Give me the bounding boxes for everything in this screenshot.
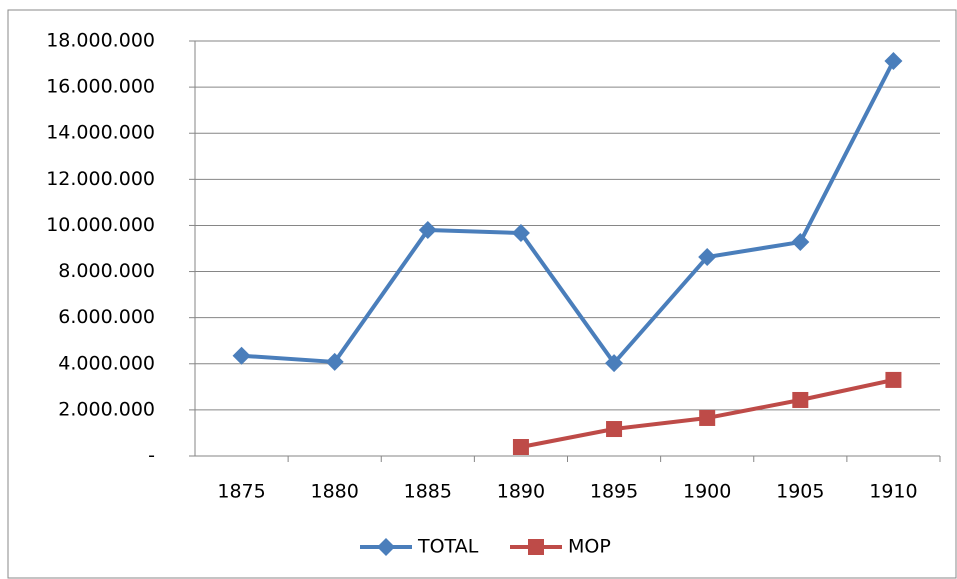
y-tick-label: 12.000.000 <box>46 168 155 190</box>
x-tick-label: 1890 <box>497 481 545 503</box>
legend-marker <box>528 539 544 555</box>
y-tick-label: 6.000.000 <box>58 306 155 328</box>
data-point <box>606 421 623 438</box>
x-tick-label: 1875 <box>217 481 265 503</box>
y-tick-label: 18.000.000 <box>46 30 155 52</box>
y-tick-label: - <box>148 445 155 467</box>
data-point <box>418 221 437 240</box>
y-tick-label: 8.000.000 <box>58 260 155 282</box>
legend-label: TOTAL <box>417 536 479 558</box>
x-tick-label: 1880 <box>311 481 359 503</box>
x-tick-label: 1910 <box>869 481 917 503</box>
data-point <box>884 52 903 71</box>
data-point <box>325 352 344 371</box>
y-tick-label: 16.000.000 <box>46 76 155 98</box>
x-tick-label: 1895 <box>590 481 638 503</box>
data-point <box>511 224 530 243</box>
data-point <box>605 354 624 373</box>
y-tick-label: 10.000.000 <box>46 214 155 236</box>
x-tick-label: 1900 <box>683 481 731 503</box>
legend-marker <box>377 538 395 556</box>
legend-label: MOP <box>568 536 611 558</box>
data-point <box>885 371 902 388</box>
data-point <box>699 409 716 426</box>
data-point <box>698 248 717 267</box>
y-tick-label: 4.000.000 <box>58 352 155 374</box>
data-point <box>232 346 251 365</box>
data-point <box>791 233 810 252</box>
data-point <box>792 391 809 408</box>
x-tick-label: 1885 <box>404 481 452 503</box>
chart-frame <box>7 9 957 579</box>
y-tick-label: 2.000.000 <box>58 398 155 420</box>
x-tick-label: 1905 <box>776 481 824 503</box>
series-line <box>241 60 896 366</box>
y-tick-label: 14.000.000 <box>46 122 155 144</box>
data-point <box>512 439 529 456</box>
